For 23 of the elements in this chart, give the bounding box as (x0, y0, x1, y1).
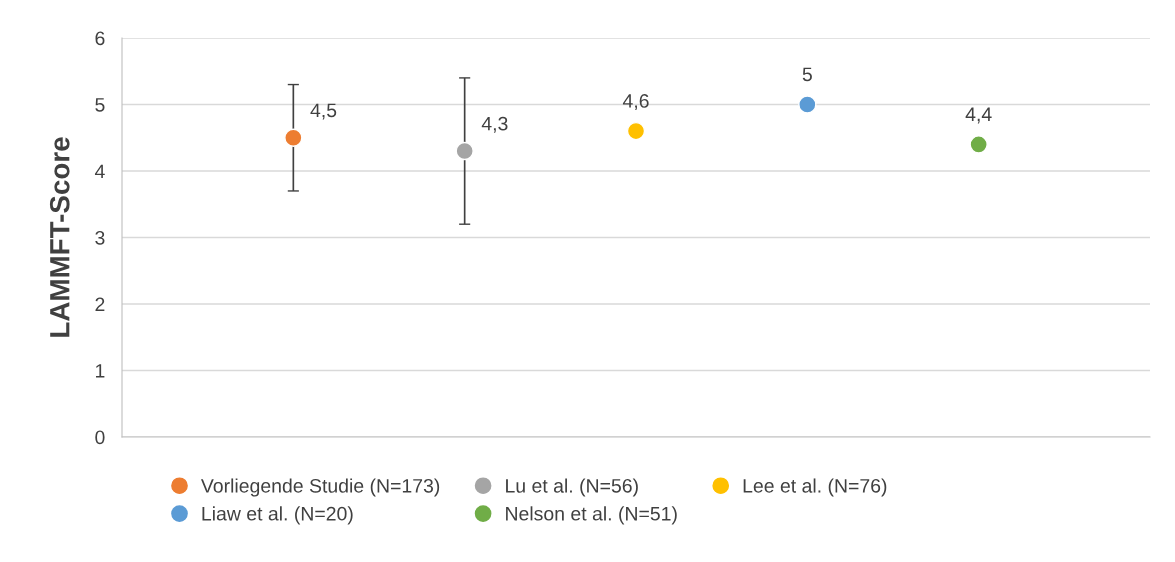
legend-label: Lu et al. (N=56) (506, 478, 638, 497)
legend-label: Lee et al. (N=76) (743, 478, 887, 497)
legend-label: Liaw et al. (N=20) (202, 506, 353, 525)
y-tick-label: 1 (96, 364, 105, 378)
data-label: 4,6 (622, 94, 649, 111)
y-tick-label: 3 (95, 230, 105, 245)
point (798, 95, 817, 114)
point (284, 128, 303, 147)
y-tick-label: 0 (95, 430, 105, 445)
data-label: 5 (802, 67, 812, 82)
data-label: 4,4 (965, 107, 992, 124)
y-tick-label: 6 (95, 31, 105, 46)
data-label: 4,5 (310, 103, 337, 120)
data-label: 4,3 (481, 116, 508, 133)
legend-label: Nelson et al. (N=51) (506, 506, 677, 525)
point (626, 121, 646, 141)
point (969, 135, 988, 154)
legend-label: Vorliegende Studie (N=173) (200, 478, 440, 497)
y-tick-label: 4 (94, 164, 105, 179)
y-tick-label: 5 (95, 98, 105, 112)
point (455, 141, 474, 161)
y-axis-title: LAMMFT-Score (49, 137, 70, 337)
y-tick-label: 2 (95, 297, 105, 312)
